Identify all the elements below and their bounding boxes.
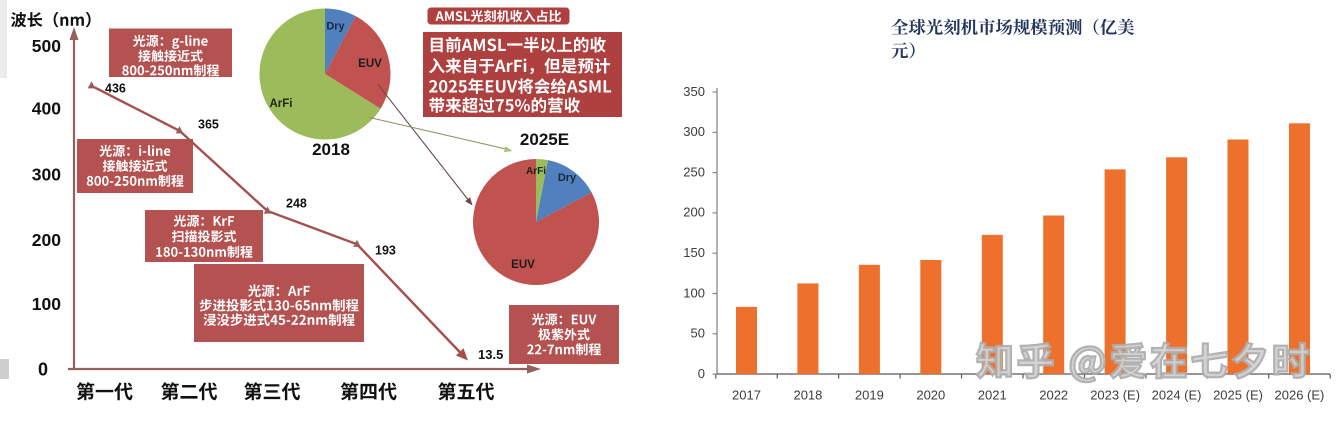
svg-text:150: 150: [683, 245, 705, 260]
svg-text:2018: 2018: [793, 388, 822, 403]
svg-text:0: 0: [38, 360, 48, 380]
svg-text:2018: 2018: [312, 140, 350, 159]
svg-text:248: 248: [286, 197, 307, 211]
svg-text:2023 (E): 2023 (E): [1090, 388, 1140, 403]
svg-text:100: 100: [32, 294, 61, 314]
svg-text:500: 500: [32, 36, 61, 56]
svg-text:250: 250: [683, 164, 705, 179]
svg-text:Dry: Dry: [558, 172, 577, 184]
svg-text:100: 100: [683, 285, 705, 300]
svg-text:436: 436: [105, 82, 126, 96]
svg-text:365: 365: [198, 118, 219, 132]
svg-text:50: 50: [691, 326, 705, 341]
svg-text:13.5: 13.5: [478, 347, 503, 362]
svg-text:EUV: EUV: [358, 58, 382, 70]
svg-text:400: 400: [32, 99, 61, 119]
svg-text:ArFi: ArFi: [270, 98, 293, 110]
svg-text:ArFi: ArFi: [526, 166, 546, 177]
svg-text:200: 200: [32, 230, 61, 250]
svg-text:2017: 2017: [732, 388, 761, 403]
svg-text:2019: 2019: [855, 388, 884, 403]
svg-text:Dry: Dry: [326, 21, 345, 33]
svg-text:2025 (E): 2025 (E): [1213, 388, 1263, 403]
svg-text:350: 350: [683, 84, 705, 99]
svg-text:300: 300: [683, 124, 705, 139]
svg-text:2022: 2022: [1039, 388, 1068, 403]
svg-text:300: 300: [32, 165, 61, 185]
svg-text:200: 200: [683, 205, 705, 220]
svg-text:0: 0: [698, 366, 705, 381]
svg-text:2026 (E): 2026 (E): [1275, 388, 1325, 403]
svg-text:2020: 2020: [916, 388, 945, 403]
svg-text:2025E: 2025E: [520, 130, 569, 149]
svg-text:193: 193: [375, 244, 396, 258]
svg-text:EUV: EUV: [511, 259, 535, 271]
svg-text:2024 (E): 2024 (E): [1152, 388, 1202, 403]
svg-text:2021: 2021: [978, 388, 1007, 403]
